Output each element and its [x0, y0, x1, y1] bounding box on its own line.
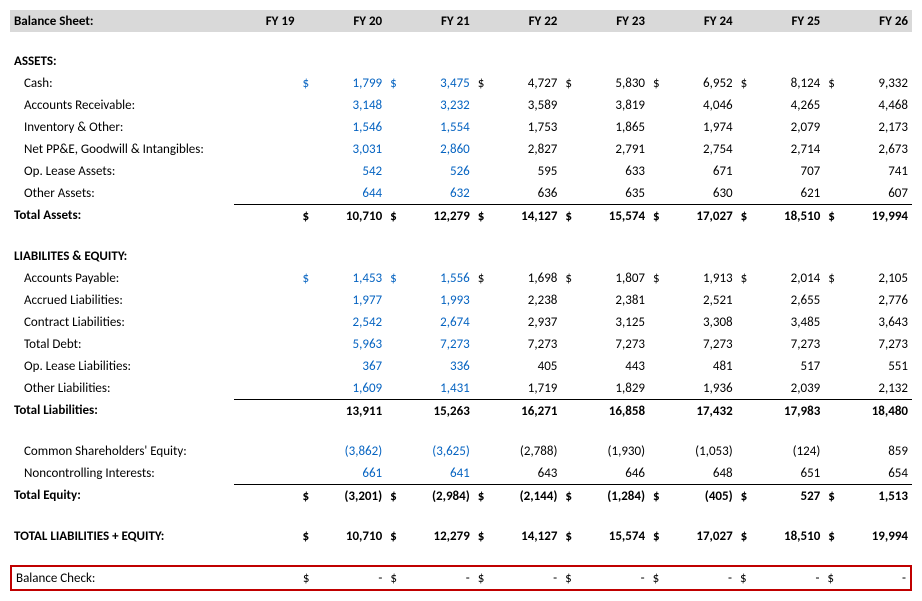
line-item: Other Liabilities:1,6091,4311,7191,8291,…	[10, 377, 912, 400]
line-item: Op. Lease Assets:542526595633671707741	[10, 160, 912, 182]
line-item: Net PP&E, Goodwill & Intangibles:3,0312,…	[10, 138, 912, 160]
section-header: ASSETS:	[10, 50, 912, 72]
total-liabilities: Total Liabilities:13,91115,26316,27116,8…	[10, 400, 912, 423]
total-assets: Total Assets:$10,710$12,279$14,127$15,57…	[10, 205, 912, 228]
line-item: Total Debt:5,9637,2737,2737,2737,2737,27…	[10, 333, 912, 355]
line-item: Noncontrolling Interests:661641643646648…	[10, 462, 912, 485]
balance-check-row: Balance Check:$-$-$-$-$-$-$-	[10, 565, 912, 591]
line-item: Accounts Payable:$1,453$1,556$1,698$1,80…	[10, 267, 912, 289]
balance-sheet-table: Balance Sheet:FY 19FY 20FY 21FY 22FY 23F…	[10, 10, 912, 591]
line-item: Accrued Liabilities:1,9771,9932,2382,381…	[10, 289, 912, 311]
section-header: LIABILITES & EQUITY:	[10, 245, 912, 267]
line-item: Other Assets:644632636635630621607	[10, 182, 912, 205]
line-item: Op. Lease Liabilities:367336405443481517…	[10, 355, 912, 377]
header-row: Balance Sheet:FY 19FY 20FY 21FY 22FY 23F…	[10, 10, 912, 32]
line-item: Cash:$1,799$3,475$4,727$5,830$6,952$8,12…	[10, 72, 912, 94]
line-item: Contract Liabilities:2,5422,6742,9373,12…	[10, 311, 912, 333]
total-equity: Total Equity:$(3,201)$(2,984)$(2,144)$(1…	[10, 485, 912, 508]
total-liab-equity: TOTAL LIABILITIES + EQUITY:$10,710$12,27…	[10, 525, 912, 547]
line-item: Accounts Receivable:3,1483,2323,5893,819…	[10, 94, 912, 116]
line-item: Common Shareholders' Equity:(3,862)(3,62…	[10, 440, 912, 462]
line-item: Inventory & Other:1,5461,5541,7531,8651,…	[10, 116, 912, 138]
